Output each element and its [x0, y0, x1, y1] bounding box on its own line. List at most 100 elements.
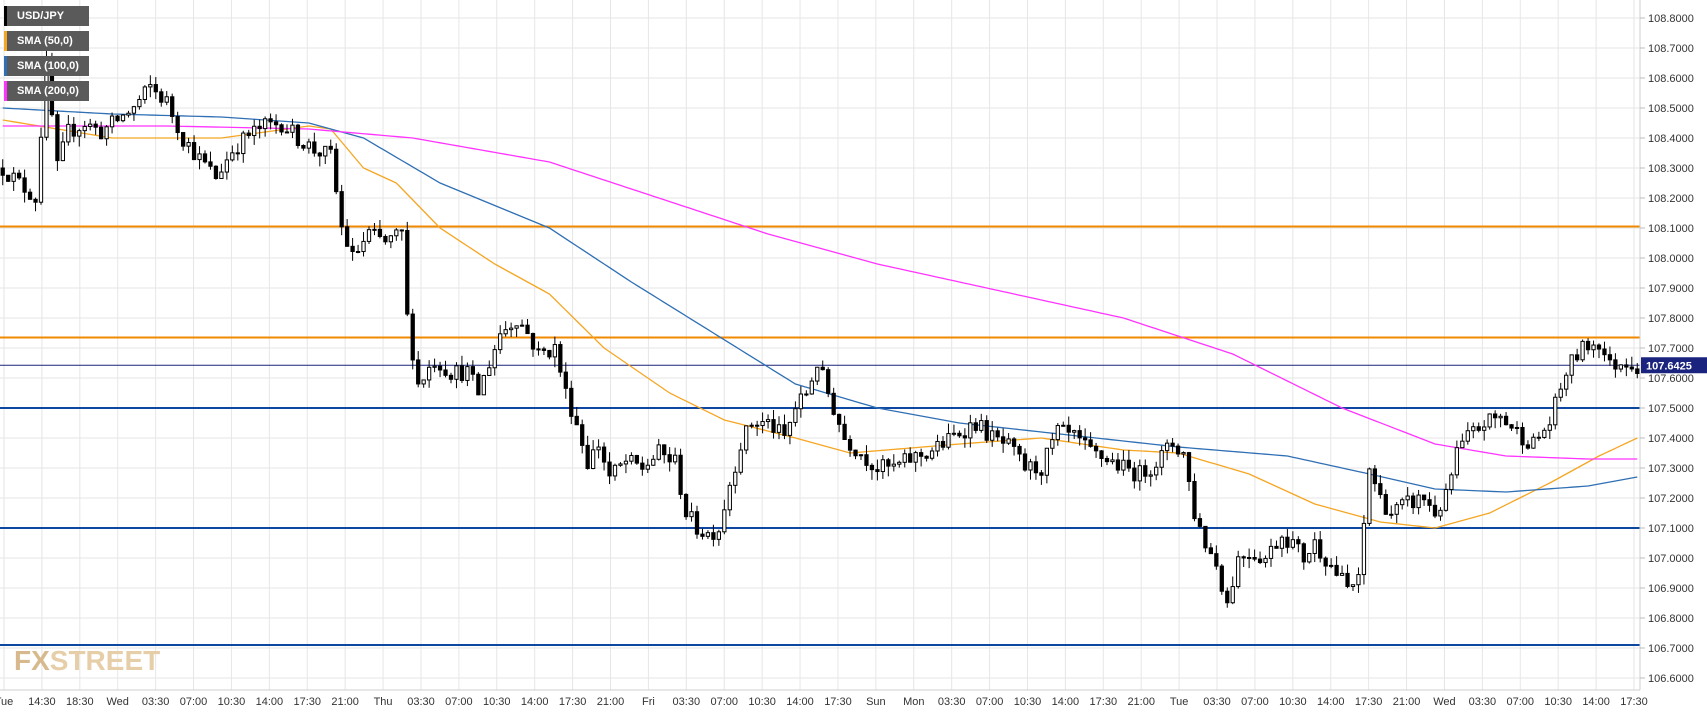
candle-body: [875, 469, 880, 473]
candle-body: [1432, 504, 1438, 517]
candle-body: [1503, 415, 1509, 426]
candle-body: [476, 373, 481, 396]
candle-body: [1246, 556, 1252, 559]
candle-body: [815, 366, 820, 382]
candle-body: [1443, 489, 1449, 511]
x-tick-label: 10:30: [748, 696, 776, 708]
legend-item-sma200[interactable]: SMA (200,0): [4, 81, 89, 101]
candle-body: [1061, 424, 1066, 427]
candle-body: [219, 171, 224, 179]
candle-body: [186, 142, 191, 147]
legend-item-sma50[interactable]: SMA (50,0): [4, 31, 89, 51]
candle-body: [536, 348, 541, 351]
candle-body: [1607, 354, 1613, 361]
y-tick-label: 106.8000: [1648, 613, 1694, 625]
candle-body: [339, 191, 344, 228]
candle-body: [1471, 426, 1476, 432]
candle-body: [1279, 536, 1285, 549]
candle-body: [1263, 557, 1268, 564]
x-tick-label: 17:30: [293, 696, 321, 708]
current-price-label: 107.6425: [1646, 360, 1692, 372]
candle-body: [487, 367, 492, 376]
x-tick-label: Thu: [374, 696, 393, 708]
candle-body: [1285, 536, 1290, 548]
candle-body: [1143, 465, 1148, 477]
candle-body: [727, 484, 732, 511]
y-tick-label: 108.0000: [1648, 253, 1694, 265]
candle-body: [1378, 483, 1383, 496]
candle-body: [11, 172, 16, 182]
candle-body: [585, 444, 590, 470]
candle-body: [1356, 574, 1361, 586]
candle-body: [1449, 474, 1454, 491]
x-tick-label: 21:00: [597, 696, 625, 708]
candle-body: [984, 420, 989, 441]
candle-body: [1104, 457, 1110, 463]
candle-body: [377, 228, 383, 237]
candle-body: [640, 462, 645, 470]
y-tick-label: 108.2000: [1648, 193, 1694, 205]
candle-body: [1574, 354, 1580, 361]
candle-body: [213, 165, 219, 179]
candle-body: [558, 344, 563, 373]
current-price-tag: 107.6425: [1641, 357, 1707, 374]
candle-body: [1400, 499, 1405, 506]
x-tick-label: 14:00: [786, 696, 814, 708]
candle-body: [323, 145, 328, 157]
x-tick-label: 17:30: [559, 696, 587, 708]
x-tick-label: 21:00: [1127, 696, 1155, 708]
candle-body: [1301, 543, 1306, 563]
candle-body: [1186, 452, 1192, 482]
horizontal-levels: [0, 225, 1640, 646]
candle-body: [1022, 453, 1028, 471]
legend-item-usdjpy[interactable]: USD/JPY: [4, 6, 89, 26]
candle-body: [88, 123, 93, 127]
candle-body: [426, 366, 432, 381]
candle-body: [1438, 509, 1443, 517]
candle-body: [115, 115, 120, 122]
sma200-line: [2, 125, 1638, 460]
candle-body: [372, 228, 377, 231]
candle-body: [908, 453, 913, 463]
candle-body: [142, 86, 148, 100]
candle-body: [465, 366, 470, 381]
candle-body: [492, 349, 497, 369]
candle-body: [1514, 426, 1520, 429]
sma100-line: [2, 107, 1638, 493]
candle-body: [918, 452, 924, 457]
candle-body: [1618, 364, 1624, 370]
candle-body: [847, 438, 853, 451]
candle-body: [1328, 564, 1334, 567]
legend-label-sma200: SMA (200,0): [17, 85, 79, 97]
candle-body: [880, 459, 886, 473]
candle-body: [1268, 545, 1274, 559]
candle-body: [191, 142, 197, 161]
y-tick-label: 108.4000: [1648, 133, 1694, 145]
candle-body: [1492, 413, 1498, 419]
candle-body: [301, 144, 306, 149]
y-tick-label: 107.0000: [1648, 553, 1694, 565]
candle-body: [66, 123, 71, 143]
candle-body: [1531, 436, 1536, 449]
candle-body: [1115, 459, 1121, 471]
x-tick-label: 03:30: [142, 696, 170, 708]
candle-body: [623, 460, 629, 465]
candle-body: [1192, 480, 1197, 520]
candle-body: [683, 493, 689, 518]
candle-body: [1000, 436, 1006, 444]
candle-body: [481, 374, 486, 396]
candle-body: [120, 114, 126, 122]
candle-body: [1410, 495, 1416, 509]
candle-body: [678, 454, 683, 495]
candle-body: [71, 123, 76, 137]
legend-item-sma100[interactable]: SMA (100,0): [4, 56, 89, 76]
logo-street: STREET: [49, 645, 161, 676]
candle-body: [432, 365, 437, 368]
candle-body: [1339, 572, 1345, 576]
candle-body: [716, 531, 722, 540]
y-tick-label: 108.8000: [1648, 13, 1694, 25]
candle-body: [27, 191, 33, 200]
candle-body: [1252, 556, 1257, 560]
candle-body: [1536, 436, 1542, 439]
